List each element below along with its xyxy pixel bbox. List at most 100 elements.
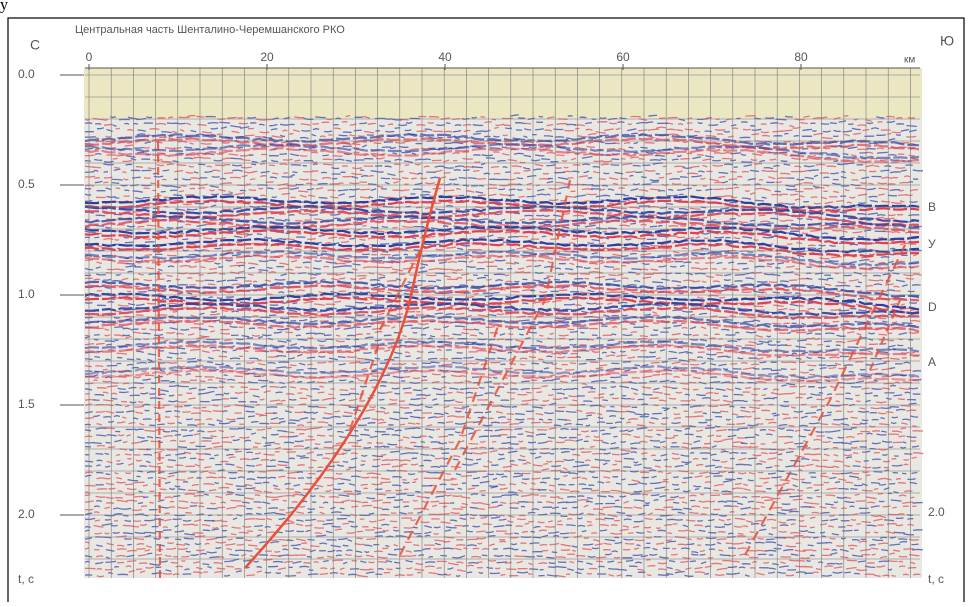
noise-blue (96, 498, 923, 506)
noise-red (115, 186, 918, 194)
noise-blue (84, 120, 917, 128)
y-unit-right: t, c (928, 572, 944, 586)
y-tick-label: 1.0 (18, 287, 35, 301)
y-tick-label: 1.5 (18, 397, 35, 411)
fault (744, 244, 906, 556)
noise-red (85, 564, 917, 573)
right-label: Ю (940, 33, 954, 49)
noise-red (84, 492, 915, 500)
noise-blue (84, 552, 864, 559)
noise-blue (84, 186, 901, 194)
reflector (85, 318, 920, 333)
noise-blue (84, 450, 913, 458)
noise-blue (84, 420, 897, 428)
noise-blue (84, 570, 861, 577)
noise-red (115, 534, 919, 543)
x-tick-label: 60 (616, 50, 630, 64)
x-tick-label: 40 (438, 50, 452, 64)
noise-blue (93, 504, 880, 511)
title: Центральная часть Шенталино-Черемшанског… (75, 24, 345, 36)
reflector (84, 209, 920, 227)
noise-red (96, 421, 918, 428)
noise-red (115, 449, 924, 459)
top-band (84, 68, 922, 118)
reflector (84, 315, 920, 329)
noise-blue (84, 168, 923, 177)
x-tick-label: 20 (260, 50, 274, 64)
x-tick-label: 80 (794, 50, 808, 64)
reflector (85, 199, 920, 214)
left-label: С (30, 37, 40, 53)
noise-red (84, 480, 906, 488)
reflector (84, 339, 920, 354)
noise-red (95, 132, 917, 140)
horizon-label: У (928, 237, 936, 251)
noise-blue (143, 492, 893, 500)
y-unit-left: t, c (18, 572, 34, 586)
noise-red (84, 540, 889, 549)
noise-blue (84, 384, 919, 393)
noise-red (84, 330, 920, 338)
noise-blue (84, 510, 914, 518)
main-fault (244, 177, 442, 569)
x-tick-label: 0 (86, 50, 93, 64)
noise-red (84, 486, 913, 495)
noise-red (84, 498, 914, 506)
noise-blue (138, 485, 899, 494)
noise-red (84, 396, 905, 404)
noise-blue (106, 360, 911, 367)
noise-red (117, 558, 916, 566)
noise-red (96, 569, 921, 578)
faults (156, 139, 906, 579)
noise-red (94, 528, 896, 536)
reflector (84, 306, 920, 320)
reflector (84, 301, 920, 316)
reflector (84, 292, 920, 311)
noise-red (96, 474, 901, 483)
noise-blue (112, 173, 919, 182)
noise-blue (84, 516, 914, 523)
noise-blue (84, 558, 890, 566)
noise-blue (84, 426, 887, 434)
noise-blue (84, 474, 916, 482)
noise-red (95, 552, 920, 560)
y-tick-label: 0.5 (18, 177, 35, 191)
noise-red (106, 264, 903, 272)
noise-blue (85, 438, 907, 446)
noise-blue (95, 479, 918, 488)
horizon-label: В (928, 200, 936, 214)
reflector (84, 364, 920, 379)
noise-red (94, 516, 883, 525)
reflector (84, 343, 920, 357)
reflector (84, 254, 920, 271)
reflector (84, 147, 920, 164)
reflector (84, 250, 920, 267)
reflector (84, 132, 920, 147)
x-unit: км (904, 55, 915, 66)
noise-red (93, 522, 914, 530)
reflector (84, 229, 920, 245)
noise-red (112, 156, 919, 164)
noise-red (84, 162, 906, 170)
grid (85, 67, 920, 578)
noise-blue (85, 125, 917, 134)
noise-red (122, 438, 917, 446)
noise-red (104, 426, 924, 434)
reflector (85, 237, 920, 254)
y-tick-label: 0.0 (18, 67, 35, 81)
fault (454, 179, 572, 471)
reflector (84, 205, 920, 223)
noise-blue (114, 565, 893, 572)
reflector (84, 215, 920, 229)
reflector (84, 195, 920, 210)
noise-red (84, 547, 915, 553)
noise-blue (84, 522, 877, 529)
noise-blue (84, 192, 897, 200)
noise-red (115, 126, 901, 134)
noise-red (96, 384, 910, 392)
reflector (84, 284, 920, 302)
noise-red (122, 169, 877, 176)
reflector (84, 279, 920, 298)
seismic-texture (84, 114, 924, 578)
horizon-label: D (928, 300, 937, 314)
